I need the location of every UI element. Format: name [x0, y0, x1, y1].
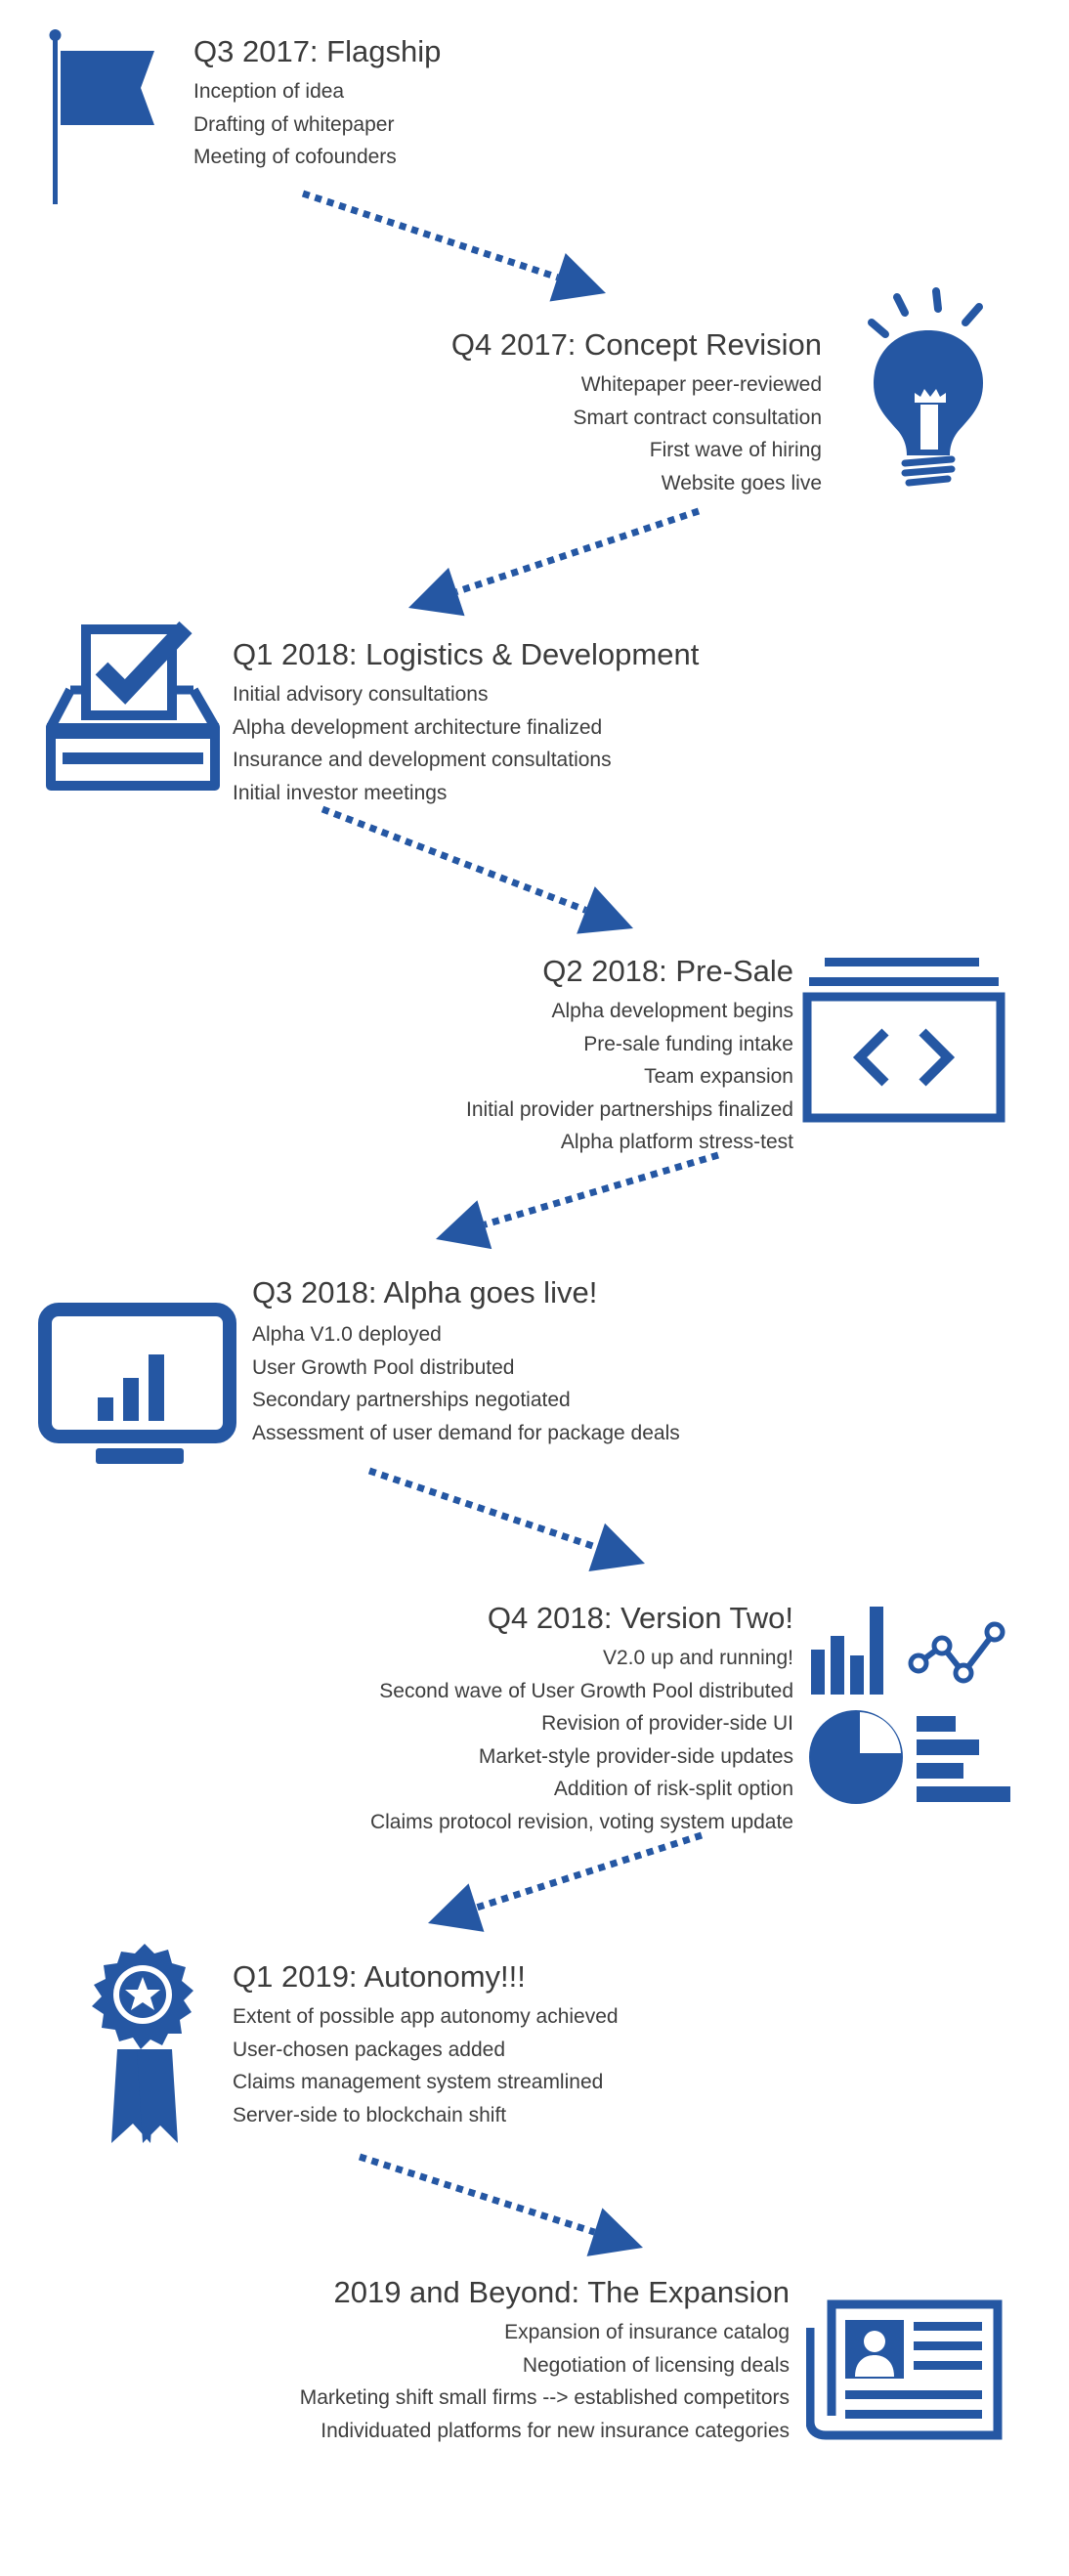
arrowhead [436, 1200, 492, 1250]
newspaper-profile-icon [805, 2298, 1006, 2445]
connector-line [367, 1467, 598, 1551]
milestone-item: Claims management system streamlined [233, 2071, 604, 2093]
milestone-q1-2018: Q1 2018: Logistics & Development Initial… [233, 637, 699, 809]
milestone-item: Marketing shift small firms --> establis… [299, 2386, 790, 2409]
milestone-item: Claims protocol revision, voting system … [369, 1810, 793, 1833]
milestone-item: User Growth Pool distributed [252, 1355, 515, 1379]
milestone-item: Market-style provider-side updates [478, 1744, 793, 1768]
milestone-item: Individuated platforms for new insurance… [321, 2419, 790, 2442]
award-ribbon-icon [86, 1940, 203, 2155]
arrowhead [549, 253, 606, 302]
milestone-item: Insurance and development consultations [233, 749, 612, 771]
milestone-item: Server-side to blockchain shift [233, 2103, 507, 2126]
milestone-item: Initial investor meetings [233, 781, 448, 804]
milestone-item: Negotiation of licensing deals [522, 2353, 790, 2377]
flag-icon [49, 27, 161, 213]
connector-line [301, 190, 559, 281]
milestone-title: Q4 2017: Concept Revision [450, 327, 822, 362]
arrowhead [428, 1883, 485, 1932]
connector-line [455, 507, 701, 595]
milestone-item: Drafting of whitepaper [193, 112, 395, 136]
ballot-box-checkmark-icon [37, 618, 228, 798]
milestone-item: Initial advisory consultations [233, 683, 489, 706]
milestone-q4-2017: Q4 2017: Concept Revision Whitepaper pee… [451, 327, 822, 499]
connector-line [483, 1151, 719, 1228]
lightbulb-icon [860, 283, 997, 498]
milestone-item: Addition of risk-split option [553, 1778, 793, 1800]
milestone-q3-2018: Q3 2018: Alpha goes live! Alpha V1.0 dep… [252, 1275, 680, 1449]
arrowhead [586, 2208, 643, 2256]
arrowhead [408, 567, 465, 617]
connector-line [475, 1831, 704, 1911]
milestone-title: Q3 2018: Alpha goes live! [252, 1275, 598, 1309]
milestone-q3-2017: Q3 2017: Flagship Inception of idea Draf… [193, 34, 441, 174]
milestone-item: Inception of idea [193, 80, 345, 103]
milestone-item: Alpha V1.0 deployed [252, 1323, 442, 1346]
milestone-q1-2019: Q1 2019: Autonomy!!! Extent of possible … [233, 1959, 619, 2131]
milestone-item: Meeting of cofounders [193, 146, 397, 168]
milestone-item: Alpha development begins [551, 1000, 793, 1022]
milestone-item: Alpha development architecture finalized [233, 715, 603, 739]
milestone-2019-beyond: 2019 and Beyond: The Expansion Expansion… [300, 2275, 790, 2447]
arrowhead [577, 886, 633, 934]
analytics-charts-icon [809, 1603, 1014, 1818]
milestone-item: Team expansion [644, 1065, 793, 1088]
milestone-item: Website goes live [661, 471, 822, 494]
milestone-item: Alpha platform stress-test [560, 1131, 793, 1153]
milestone-item: Extent of possible app autonomy achieved [233, 2005, 619, 2028]
milestone-item: First wave of hiring [649, 439, 822, 461]
milestone-item: Initial provider partnerships finalized [465, 1097, 793, 1121]
milestone-title: Q3 2017: Flagship [193, 34, 442, 68]
connector-line [358, 2153, 596, 2236]
code-window-icon [801, 958, 1006, 1129]
milestone-title: Q1 2019: Autonomy!!! [233, 1959, 526, 1994]
milestone-q4-2018: Q4 2018: Version Two! V2.0 up and runnin… [370, 1601, 793, 1838]
milestone-item: Pre-sale funding intake [583, 1032, 793, 1055]
milestone-title: Q1 2018: Logistics & Development [233, 637, 700, 671]
milestone-item: Assessment of user demand for package de… [252, 1421, 680, 1444]
milestone-item: Secondary partnerships negotiated [252, 1389, 571, 1411]
connector-line [321, 805, 587, 914]
milestone-item: Second wave of User Growth Pool distribu… [379, 1679, 793, 1702]
milestone-item: User-chosen packages added [233, 2038, 506, 2061]
monitor-chart-icon [37, 1302, 237, 1478]
milestone-item: Whitepaper peer-reviewed [580, 373, 822, 396]
milestone-q2-2018: Q2 2018: Pre-Sale Alpha development begi… [466, 954, 793, 1159]
milestone-item: Smart contract consultation [573, 406, 822, 429]
milestone-item: Expansion of insurance catalog [504, 2321, 790, 2343]
milestone-item: V2.0 up and running! [603, 1647, 793, 1669]
milestone-title: Q2 2018: Pre-Sale [542, 954, 793, 988]
milestone-title: 2019 and Beyond: The Expansion [333, 2275, 790, 2309]
milestone-item: Revision of provider-side UI [541, 1712, 793, 1735]
arrowhead [588, 1523, 645, 1572]
milestone-title: Q4 2018: Version Two! [487, 1601, 793, 1635]
